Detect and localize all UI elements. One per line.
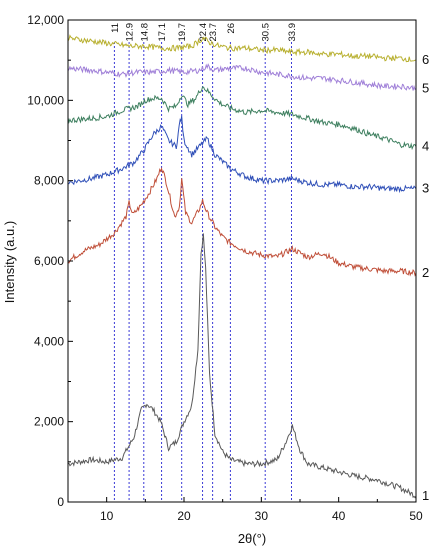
x-tick-label: 40 — [332, 509, 346, 523]
reference-line-label: 23.7 — [208, 23, 219, 42]
y-axis-label: Intensity (a.u.) — [2, 221, 17, 303]
series-label-4: 4 — [422, 139, 429, 154]
reference-line-label: 26 — [226, 23, 237, 34]
reference-line-label: 30.5 — [261, 23, 272, 42]
series-label-6: 6 — [422, 52, 429, 67]
y-tick-label: 4,000 — [34, 334, 64, 348]
series-labels: 1 2 3 4 5 6 — [422, 52, 429, 503]
reference-line-label: 33.9 — [287, 23, 298, 42]
series-label-3: 3 — [422, 181, 429, 196]
series-line-1 — [67, 233, 417, 499]
axis-ticks: 10 20 30 40 50 0 2,000 4,000 6,000 8,000 10,000 12,… — [27, 13, 423, 523]
series-label-5: 5 — [422, 80, 429, 95]
reference-line-label: 12.9 — [125, 23, 136, 42]
x-tick-label: 10 — [100, 509, 114, 523]
y-tick-label: 0 — [57, 495, 64, 509]
series-line-5 — [67, 63, 417, 91]
reference-lines: 11 12.9 14.8 17.1 19.7 22.4 23.7 26 30.5 33.9 — [110, 23, 298, 502]
y-tick-label: 12,000 — [27, 13, 64, 27]
x-tick-label: 50 — [409, 509, 423, 523]
series-group — [67, 34, 417, 499]
y-tick-label: 8,000 — [34, 174, 64, 188]
series-line-4 — [67, 86, 417, 151]
y-tick-label: 10,000 — [27, 93, 64, 107]
series-label-1: 1 — [422, 488, 429, 503]
series-line-3 — [67, 115, 417, 194]
plot-frame — [67, 19, 417, 503]
x-axis-label: 2θ(°) — [238, 531, 266, 546]
reference-line-label: 17.1 — [157, 23, 168, 42]
reference-line-label: 19.7 — [177, 23, 188, 42]
series-label-2: 2 — [422, 265, 429, 280]
series-line-2 — [67, 166, 417, 277]
y-tick-label: 6,000 — [34, 254, 64, 268]
reference-line-label: 22.4 — [198, 23, 209, 42]
y-tick-label: 2,000 — [34, 415, 64, 429]
reference-line-label: 14.8 — [139, 23, 150, 42]
x-tick-label: 30 — [255, 509, 269, 523]
reference-line-label: 11 — [110, 23, 121, 33]
x-tick-label: 20 — [177, 509, 191, 523]
series-line-6 — [67, 34, 417, 63]
